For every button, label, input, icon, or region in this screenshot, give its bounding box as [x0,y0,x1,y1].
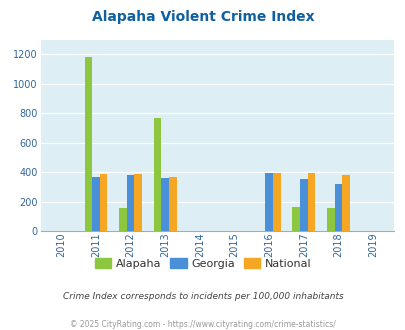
Bar [92,177,100,231]
Bar [326,208,334,231]
Bar [119,208,126,231]
Text: Crime Index corresponds to incidents per 100,000 inhabitants: Crime Index corresponds to incidents per… [62,292,343,301]
Bar [100,174,107,231]
Bar [341,175,349,231]
Bar [272,173,280,231]
Bar [292,208,299,231]
Text: © 2025 CityRating.com - https://www.cityrating.com/crime-statistics/: © 2025 CityRating.com - https://www.city… [70,320,335,329]
Bar [84,57,92,231]
Bar [307,173,314,231]
Bar [168,177,176,231]
Legend: Alapaha, Georgia, National: Alapaha, Georgia, National [90,254,315,273]
Bar [265,173,272,231]
Bar [126,175,134,231]
Bar [334,184,341,231]
Bar [153,117,161,231]
Bar [161,178,168,231]
Text: Alapaha Violent Crime Index: Alapaha Violent Crime Index [92,10,313,24]
Bar [299,179,307,231]
Bar [134,174,142,231]
